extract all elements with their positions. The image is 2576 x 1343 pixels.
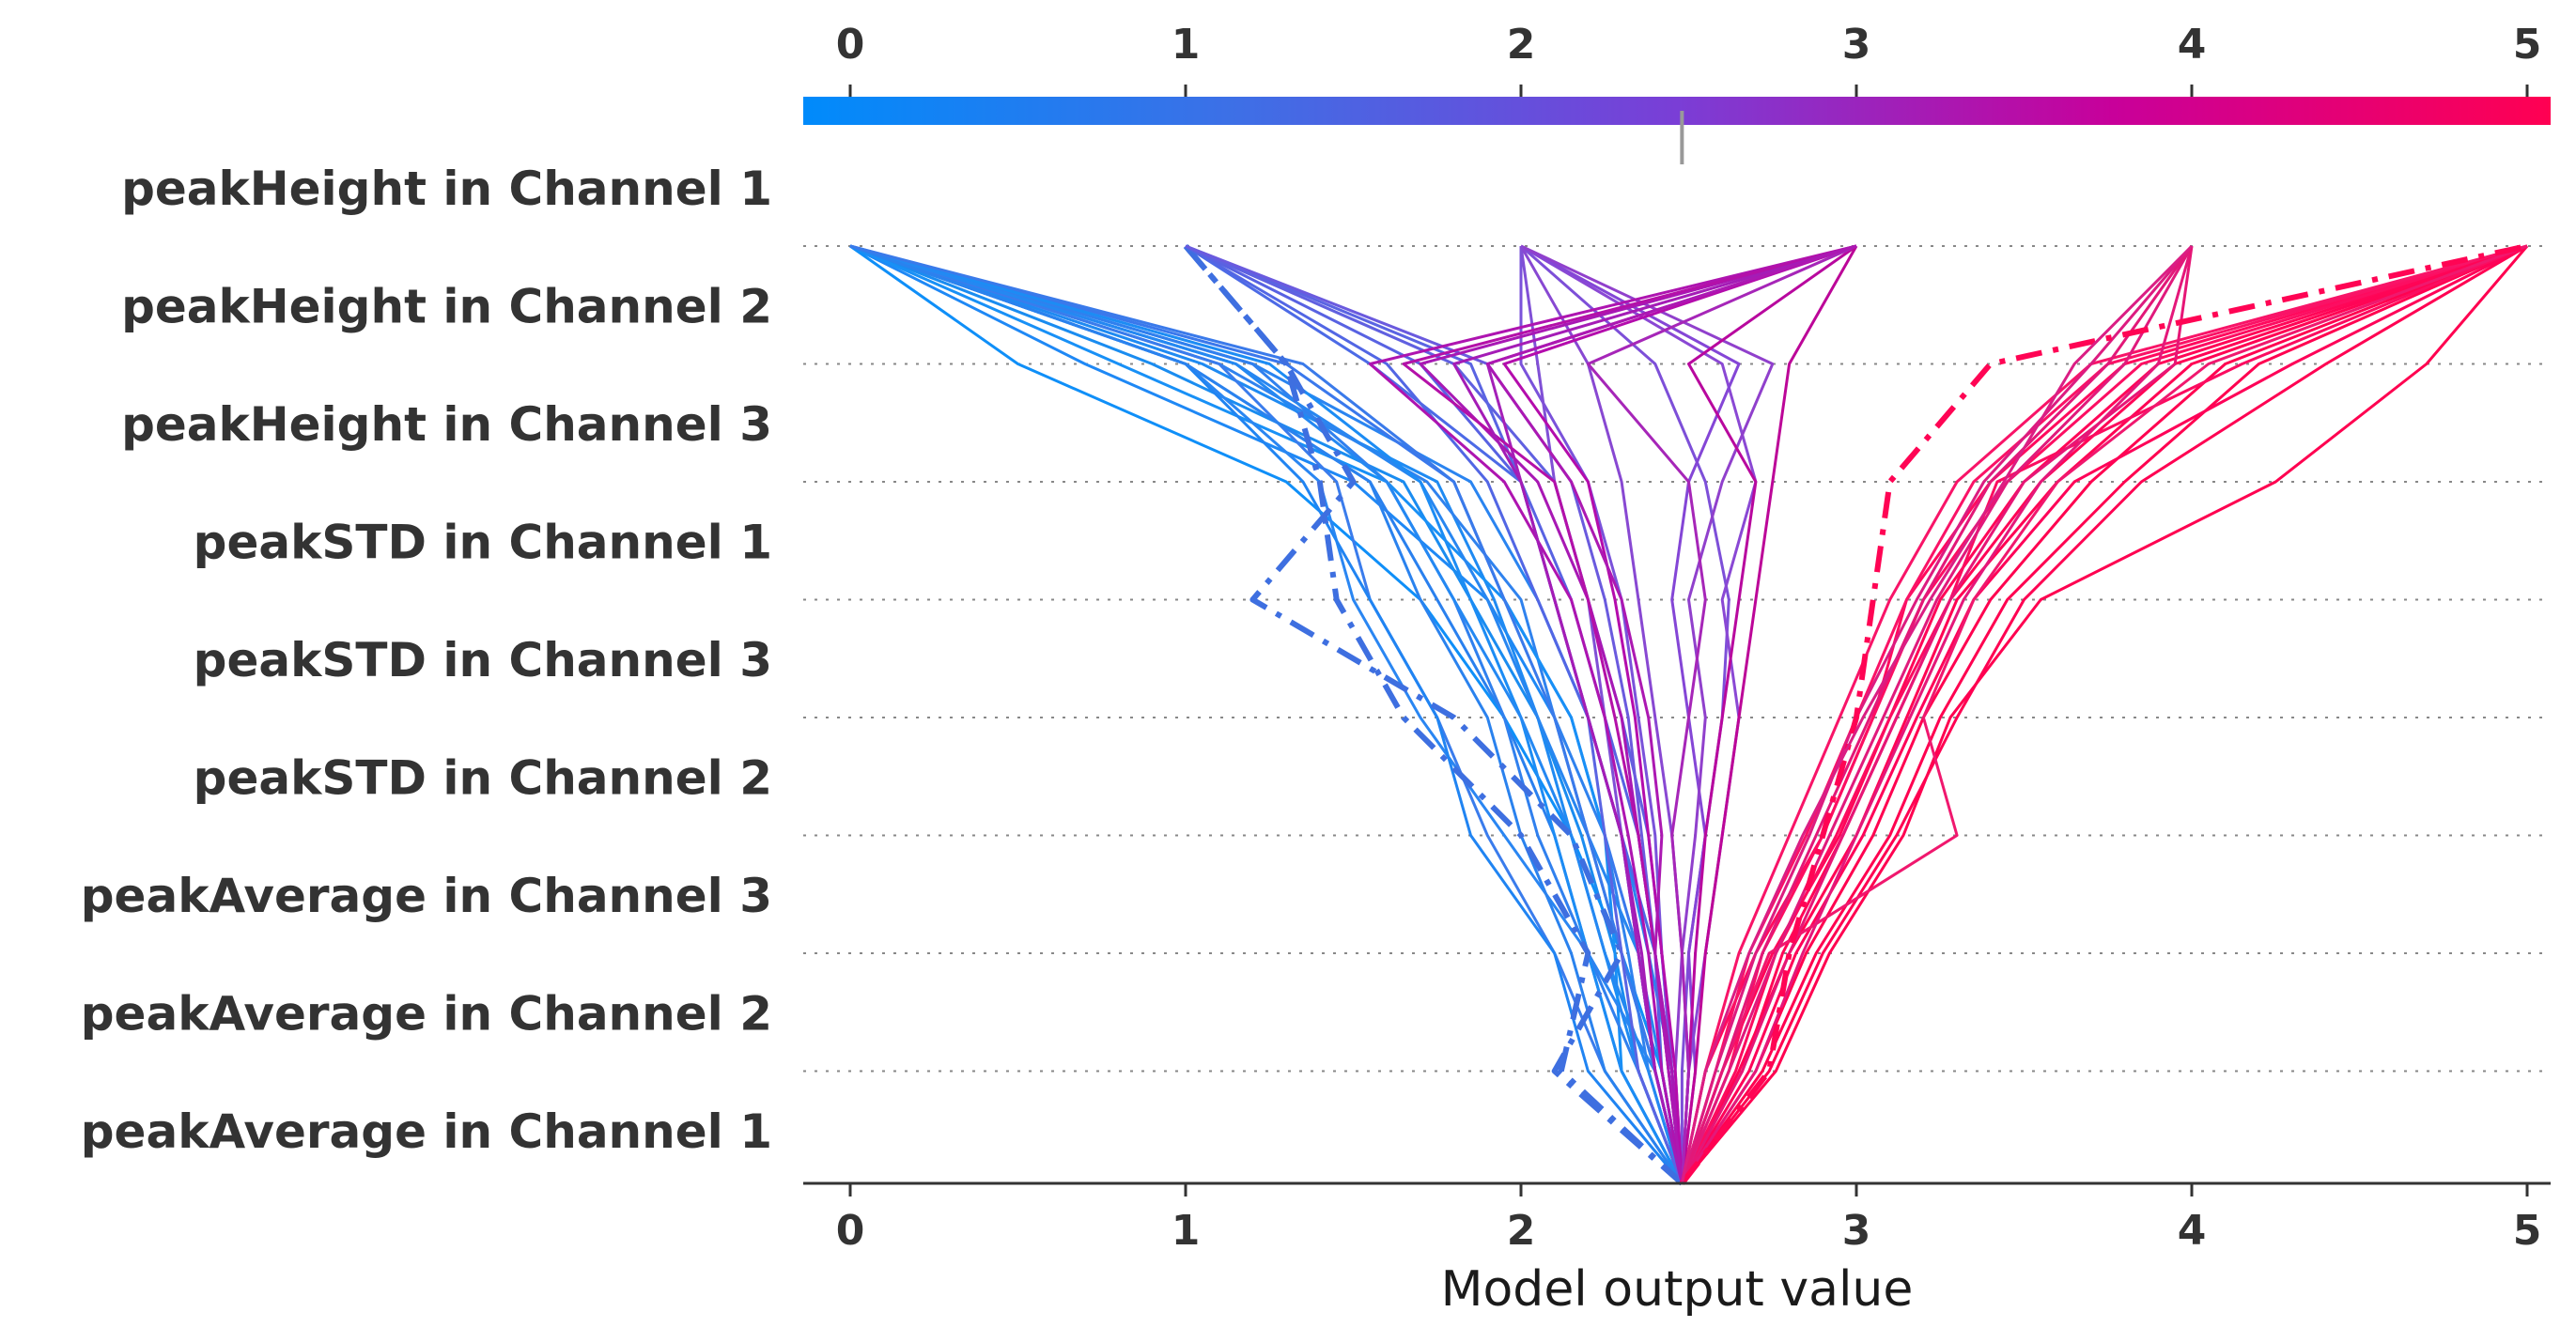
decision-line xyxy=(849,244,1684,1184)
decision-line xyxy=(1681,244,2528,1184)
decision-line xyxy=(1502,244,1857,1184)
decision-line xyxy=(849,244,1684,1184)
decision-line xyxy=(1485,244,1857,1184)
decision-line xyxy=(1681,245,2194,1184)
decision-line xyxy=(849,244,1684,1184)
colorbar-ticks: 0 1 2 3 4 5 xyxy=(836,21,2542,97)
x-tick-label: 2 xyxy=(1507,1207,1536,1255)
x-axis-title: Model output value xyxy=(1441,1261,1914,1318)
decision-line xyxy=(1680,243,2528,1185)
decision-line xyxy=(1183,244,1684,1186)
decision-line xyxy=(1680,244,2194,1184)
decision-line xyxy=(1368,244,1857,1184)
decision-line xyxy=(849,244,1684,1184)
colorbar-tick-label: 0 xyxy=(836,21,865,69)
decision-line xyxy=(1681,245,2194,1184)
x-tick-label: 0 xyxy=(836,1207,865,1255)
feature-label: peakHeight in Channel 3 xyxy=(121,397,772,452)
feature-label: peakSTD in Channel 2 xyxy=(194,751,772,806)
x-tick-label: 5 xyxy=(2513,1207,2542,1255)
x-tick-label: 3 xyxy=(1842,1207,1871,1255)
decision-line xyxy=(1680,244,2528,1184)
decision-line xyxy=(1680,244,2528,1184)
colorbar xyxy=(803,97,2551,125)
colorbar-tick-label: 1 xyxy=(1172,21,1201,69)
decision-line xyxy=(1680,244,2528,1184)
decision-line xyxy=(1681,244,2528,1184)
decision-line xyxy=(1681,244,2528,1184)
decision-line xyxy=(1680,245,1858,1184)
feature-label: peakHeight in Channel 2 xyxy=(121,280,772,334)
decision-line xyxy=(849,244,1684,1184)
x-tick-label: 1 xyxy=(1172,1207,1201,1255)
decision-line xyxy=(1680,244,2528,1184)
feature-label: peakSTD in Channel 3 xyxy=(194,633,772,687)
decision-line xyxy=(1183,244,1684,1186)
decision-line xyxy=(849,244,1684,1184)
feature-label: peakSTD in Channel 1 xyxy=(194,516,772,570)
decision-line xyxy=(1681,244,2528,1184)
decision-line xyxy=(1681,244,2528,1184)
decision-line xyxy=(1681,245,2529,1184)
colorbar-tick-label: 4 xyxy=(2178,21,2207,69)
colorbar-tick-label: 5 xyxy=(2513,21,2542,69)
decision-line xyxy=(1681,244,2528,1184)
decision-line xyxy=(1680,244,2528,1184)
colorbar-tick-label: 2 xyxy=(1507,21,1536,69)
decision-line xyxy=(1681,244,2528,1184)
feature-label: peakAverage in Channel 2 xyxy=(81,987,772,1042)
feature-label: peakHeight in Channel 1 xyxy=(121,162,772,216)
feature-label: peakAverage in Channel 3 xyxy=(81,869,772,923)
feature-label: peakAverage in Channel 1 xyxy=(81,1104,772,1159)
decision-line xyxy=(1680,244,1857,1184)
decision-line xyxy=(1681,244,2528,1184)
decision-line xyxy=(1520,244,1775,1184)
decision-line xyxy=(1452,244,1857,1184)
decision-line xyxy=(1419,244,1857,1184)
feature-labels: peakHeight in Channel 1 peakHeight in Cha… xyxy=(81,162,772,1159)
decision-lines xyxy=(849,243,2529,1186)
decision-line xyxy=(1680,245,2194,1184)
feature-gridlines xyxy=(803,245,2551,1073)
decision-line xyxy=(1586,244,1857,1184)
x-axis-ticks: 0 1 2 3 4 5 xyxy=(836,1183,2542,1255)
colorbar-tick-label: 3 xyxy=(1842,21,1871,69)
x-tick-label: 4 xyxy=(2178,1207,2207,1255)
decision-line xyxy=(1681,245,2194,1184)
